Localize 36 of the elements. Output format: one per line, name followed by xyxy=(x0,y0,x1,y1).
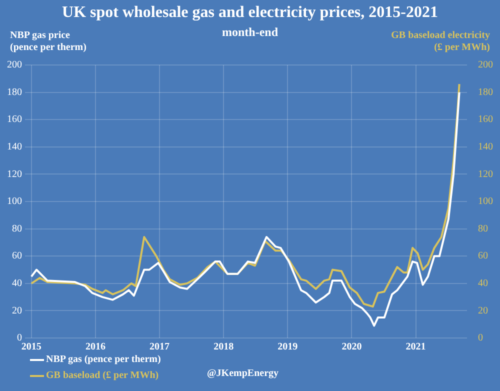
x-tick-label: 2018 xyxy=(214,342,234,353)
legend-label: GB baseload (£ per MWh) xyxy=(46,369,159,383)
y-tick-label: 80 xyxy=(12,223,22,234)
x-tick-label: 2015 xyxy=(21,342,42,353)
y-tick-label: 120 xyxy=(7,168,22,180)
y-tick-label: 0 xyxy=(17,332,22,344)
y-tick-label: 60 xyxy=(12,250,22,262)
y2-tick-label: 200 xyxy=(478,60,493,71)
x-tick-label: 2019 xyxy=(278,342,298,353)
y2-tick-label: 140 xyxy=(478,142,493,153)
y2-tick-label: 40 xyxy=(478,278,488,290)
chart-subtitle: month-end xyxy=(222,25,278,39)
y-tick-label: 40 xyxy=(12,278,22,290)
y-axis-title: NBP gas price (pence per therm) xyxy=(10,30,86,54)
x-tick-label: 2017 xyxy=(150,342,170,353)
y2-tick-label: 80 xyxy=(478,223,488,234)
x-tick-label: 2021 xyxy=(406,342,426,353)
text: @JKempEnergy xyxy=(207,368,279,379)
y2-tick-label: 120 xyxy=(478,168,493,180)
y2-tick-label: 100 xyxy=(478,196,493,208)
y2-tick-label: 20 xyxy=(478,305,488,316)
chart-title: UK spot wholesale gas and electricity prices, 2015-2021 xyxy=(61,4,439,22)
y-tick-label: 180 xyxy=(7,86,22,98)
y-tick-label: 200 xyxy=(7,60,22,71)
y2-tick-label: 180 xyxy=(478,86,493,98)
y-tick-label: 140 xyxy=(7,142,22,153)
y2-tick-label: 0 xyxy=(478,332,483,344)
y2-tick-label: 160 xyxy=(478,114,493,126)
y2-tick-label: 60 xyxy=(478,250,488,262)
y-tick-label: 160 xyxy=(7,114,22,126)
legend-label: NBP gas (pence per therm) xyxy=(46,353,161,367)
y-tick-label: 100 xyxy=(7,196,22,208)
x-tick-label: 2016 xyxy=(85,342,106,353)
x-tick-label: 2020 xyxy=(342,342,362,353)
y-tick-label: 20 xyxy=(12,305,22,316)
y2-axis-title: GB baseload electricity (£ per MWh) xyxy=(391,30,490,54)
